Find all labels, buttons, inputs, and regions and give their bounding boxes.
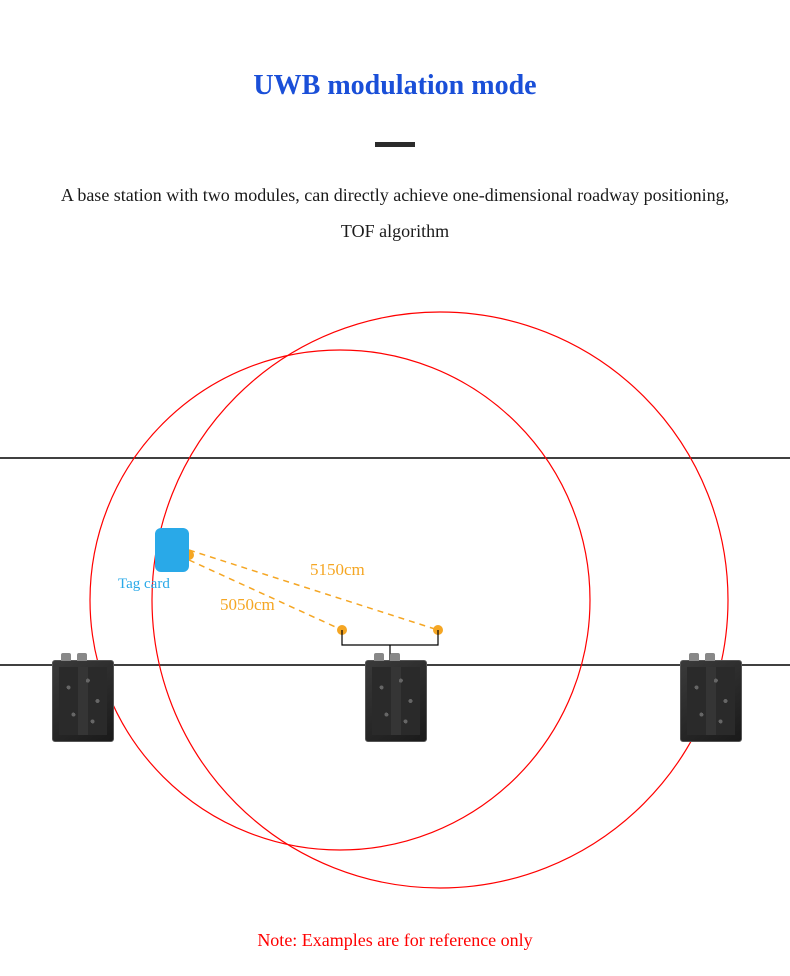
page-title: UWB modulation mode [0, 70, 790, 102]
tag-card [155, 528, 189, 572]
uwb-module [680, 660, 742, 742]
uwb-module [365, 660, 427, 742]
uwb-module [52, 660, 114, 742]
subtitle-text: A base station with two modules, can dir… [0, 177, 790, 249]
distance-label: 5150cm [310, 560, 365, 580]
distance-label: 5050cm [220, 595, 275, 615]
title-divider [375, 142, 415, 147]
footer-note: Note: Examples are for reference only [0, 930, 790, 951]
tag-card-label: Tag card [118, 576, 170, 593]
